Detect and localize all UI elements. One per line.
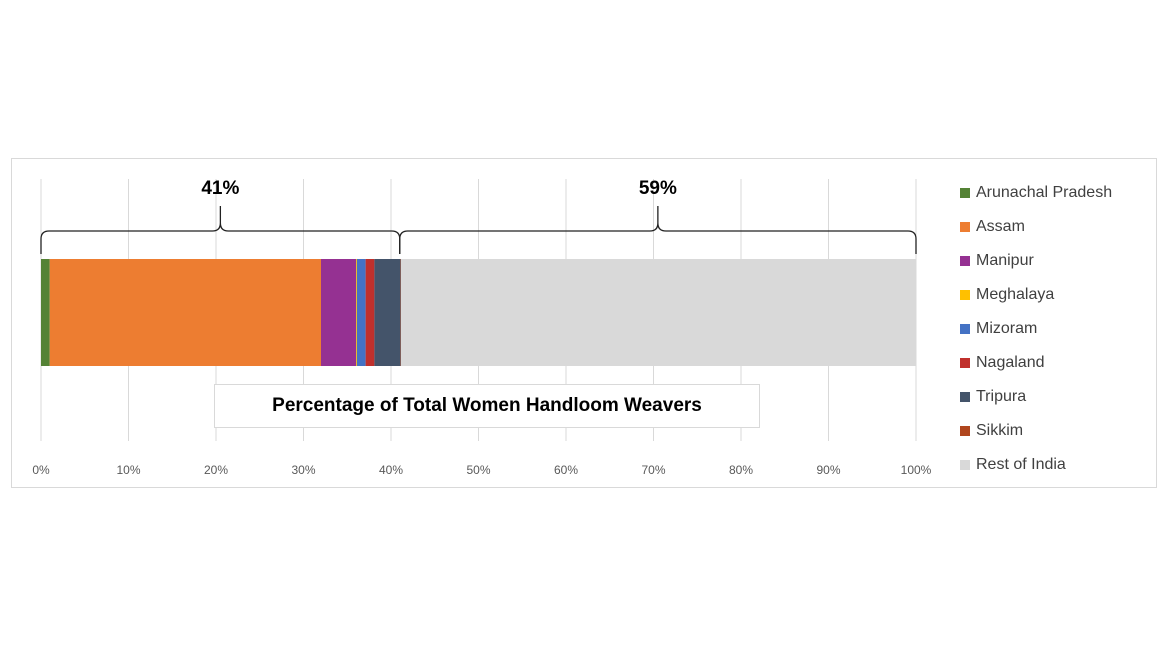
legend-label: Meghalaya xyxy=(976,286,1055,303)
bar-segment-meghalaya xyxy=(356,259,357,366)
x-tick-label: 80% xyxy=(729,463,753,477)
legend: Arunachal Pradesh Assam Manipur Meghalaya Mi… xyxy=(960,176,1160,482)
legend-swatch xyxy=(960,222,970,232)
legend-item: Assam xyxy=(960,210,1160,244)
bracket-1 xyxy=(40,206,401,254)
legend-label: Manipur xyxy=(976,252,1034,269)
x-tick-label: 60% xyxy=(554,463,578,477)
bar-segment-manipur xyxy=(321,259,356,366)
legend-swatch xyxy=(960,358,970,368)
legend-label: Arunachal Pradesh xyxy=(976,184,1113,201)
legend-label: Tripura xyxy=(976,388,1027,405)
legend-item: Rest of India xyxy=(960,448,1160,482)
x-tick-label: 0% xyxy=(32,463,50,477)
x-tick-label: 10% xyxy=(116,463,140,477)
bracket-2 xyxy=(399,206,917,254)
x-tick-label: 100% xyxy=(901,463,932,477)
legend-swatch xyxy=(960,392,970,402)
legend-label: Rest of India xyxy=(976,456,1066,473)
legend-swatch xyxy=(960,324,970,334)
x-tick-label: 30% xyxy=(291,463,315,477)
bracket-label: 59% xyxy=(639,178,677,199)
x-tick-label: 70% xyxy=(641,463,665,477)
bar-segment-arunachal-pradesh xyxy=(41,259,50,366)
bar-segment-nagaland xyxy=(365,259,375,366)
x-tick-label: 90% xyxy=(816,463,840,477)
chart-plot: 0% 10% 20% 30% 40% 50% 60% 70% 80% 90% 100% 41% 59% xyxy=(32,178,932,477)
legend-swatch xyxy=(960,460,970,470)
bracket-label: 41% xyxy=(201,178,239,199)
x-tick-label: 40% xyxy=(379,463,403,477)
legend-swatch xyxy=(960,426,970,436)
chart-title: Percentage of Total Women Handloom Weave… xyxy=(214,384,760,428)
legend-item: Meghalaya xyxy=(960,278,1160,312)
chart-frame: 0% 10% 20% 30% 40% 50% 60% 70% 80% 90% 100% 41% 59% xyxy=(11,158,1157,488)
legend-label: Mizoram xyxy=(976,320,1038,337)
x-tick-label: 50% xyxy=(466,463,490,477)
legend-swatch xyxy=(960,290,970,300)
bar-segment-rest-of-india xyxy=(401,259,916,366)
legend-item: Sikkim xyxy=(960,414,1160,448)
legend-swatch xyxy=(960,188,970,198)
bar-segment-mizoram xyxy=(356,259,366,366)
legend-label: Sikkim xyxy=(976,422,1024,439)
bar-segment-tripura xyxy=(374,259,401,366)
legend-item: Arunachal Pradesh xyxy=(960,176,1160,210)
legend-label: Assam xyxy=(976,218,1025,235)
legend-item: Manipur xyxy=(960,244,1160,278)
legend-item: Nagaland xyxy=(960,346,1160,380)
legend-label: Nagaland xyxy=(976,354,1045,371)
legend-item: Tripura xyxy=(960,380,1160,414)
legend-swatch xyxy=(960,256,970,266)
legend-item: Mizoram xyxy=(960,312,1160,346)
x-tick-label: 20% xyxy=(204,463,228,477)
bar-segment-assam xyxy=(49,259,321,366)
